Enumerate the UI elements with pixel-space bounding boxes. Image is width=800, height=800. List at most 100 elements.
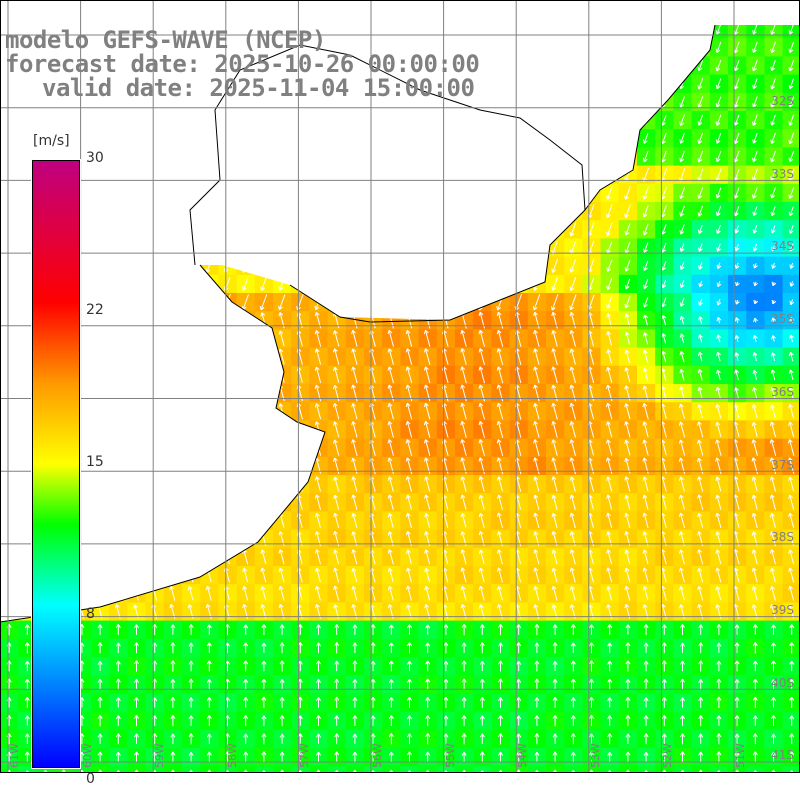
wind-arrow [424,131,431,146]
wind-arrow [261,769,267,772]
wind-cell [418,238,438,258]
wind-arrow [443,642,449,654]
wind-arrow [643,769,649,772]
wind-arrow [569,567,576,583]
wind-arrow [607,697,613,708]
wind-arrow [625,696,631,708]
wind-arrow [551,149,558,164]
wind-arrow [460,513,467,528]
wind-arrow [460,348,467,365]
wind-arrow [642,151,649,163]
wind-arrow [716,769,722,772]
wind-arrow [187,439,194,456]
wind-arrow [425,642,431,654]
wind-arrow [278,204,286,219]
wind-arrow [278,294,286,311]
wind-arrow [188,769,194,772]
wind-arrow [697,351,703,362]
wind-cell [254,475,274,494]
wind-arrow [96,186,104,200]
wind-arrow [24,770,30,772]
wind-arrow [752,733,758,745]
wind-arrow [96,494,103,510]
wind-arrow [642,223,649,236]
wind-arrow [551,366,558,384]
wind-arrow [715,586,722,601]
wind-arrow [789,678,795,690]
wind-cell [436,202,456,221]
wind-arrow [205,168,213,182]
wind-cell [600,165,620,185]
wind-arrow [170,714,176,727]
wind-arrow [425,678,431,690]
wind-cell [527,220,547,239]
wind-cell [127,111,147,130]
wind-cell [455,129,474,148]
wind-arrow [533,204,540,219]
wind-arrow [223,167,231,182]
wind-arrow [734,715,740,727]
wind-cell [673,56,693,76]
wind-arrow [642,41,649,54]
wind-cell [200,147,219,167]
wind-arrow [150,366,158,384]
wind-cell [163,420,183,440]
wind-arrow [352,751,358,763]
wind-arrow [278,131,285,146]
wind-arrow [351,403,358,420]
wind-arrow [478,58,486,73]
colorbar-unit: [m/s] [33,133,70,149]
wind-arrow [788,187,795,199]
wind-arrow [332,348,340,365]
wind-arrow [569,77,577,91]
wind-arrow [387,366,394,384]
wind-cell [236,147,256,167]
wind-cell [400,129,420,148]
wind-arrow [788,494,795,510]
wind-arrow [734,624,740,635]
wind-cell [582,25,602,39]
wind-arrow [115,678,121,690]
wind-arrow [23,240,31,255]
wind-arrow [460,420,467,438]
wind-arrow [425,624,431,635]
wind-arrow [551,348,558,366]
wind-arrow [679,187,686,199]
wind-cell [254,202,274,221]
wind-arrow [169,567,176,583]
wind-arrow [278,439,285,456]
wind-cell [127,165,147,185]
wind-cell [163,129,183,148]
wind-arrow [605,58,613,73]
wind-arrow [789,715,795,726]
wind-arrow [753,317,758,323]
wind-arrow [715,512,722,529]
wind-cell [91,384,110,403]
wind-arrow [241,439,249,456]
wind-arrow [606,204,613,219]
wind-arrow [423,439,431,457]
wind-arrow [715,421,722,437]
wind-cell [509,147,529,167]
wind-arrow [170,769,176,772]
wind-arrow [624,439,631,456]
wind-arrow [333,277,340,291]
wind-arrow [643,278,649,290]
wind-arrow [169,330,176,347]
wind-arrow [170,678,176,690]
wind-arrow [407,624,412,635]
wind-arrow [133,567,139,583]
valid-date: valid date: 2025-11-04 15:00:00 [42,74,475,102]
wind-cell [254,111,274,130]
wind-arrow [114,366,121,384]
wind-cell [273,256,292,276]
wind-cell [54,111,74,130]
wind-arrow [624,585,631,601]
wind-arrow [680,733,685,745]
wind-arrow [351,494,358,510]
wind-arrow [606,549,613,565]
wind-arrow [23,439,30,456]
wind-arrow [752,25,758,35]
wind-cell [0,456,19,476]
